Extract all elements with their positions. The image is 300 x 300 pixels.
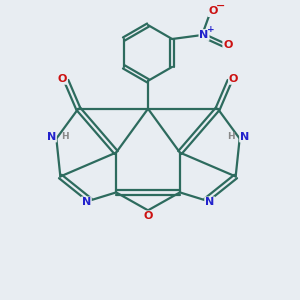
Text: +: + [207,25,215,34]
Text: O: O [229,74,238,84]
Text: O: O [223,40,232,50]
Text: O: O [143,211,153,221]
Text: N: N [82,197,91,207]
Text: H: H [61,132,69,141]
Text: O: O [58,74,67,84]
Text: H: H [227,132,235,141]
Text: N: N [240,132,249,142]
Text: N: N [200,30,209,40]
Text: N: N [47,132,56,142]
Text: N: N [205,197,214,207]
Text: O: O [208,6,218,16]
Text: −: − [216,1,226,11]
